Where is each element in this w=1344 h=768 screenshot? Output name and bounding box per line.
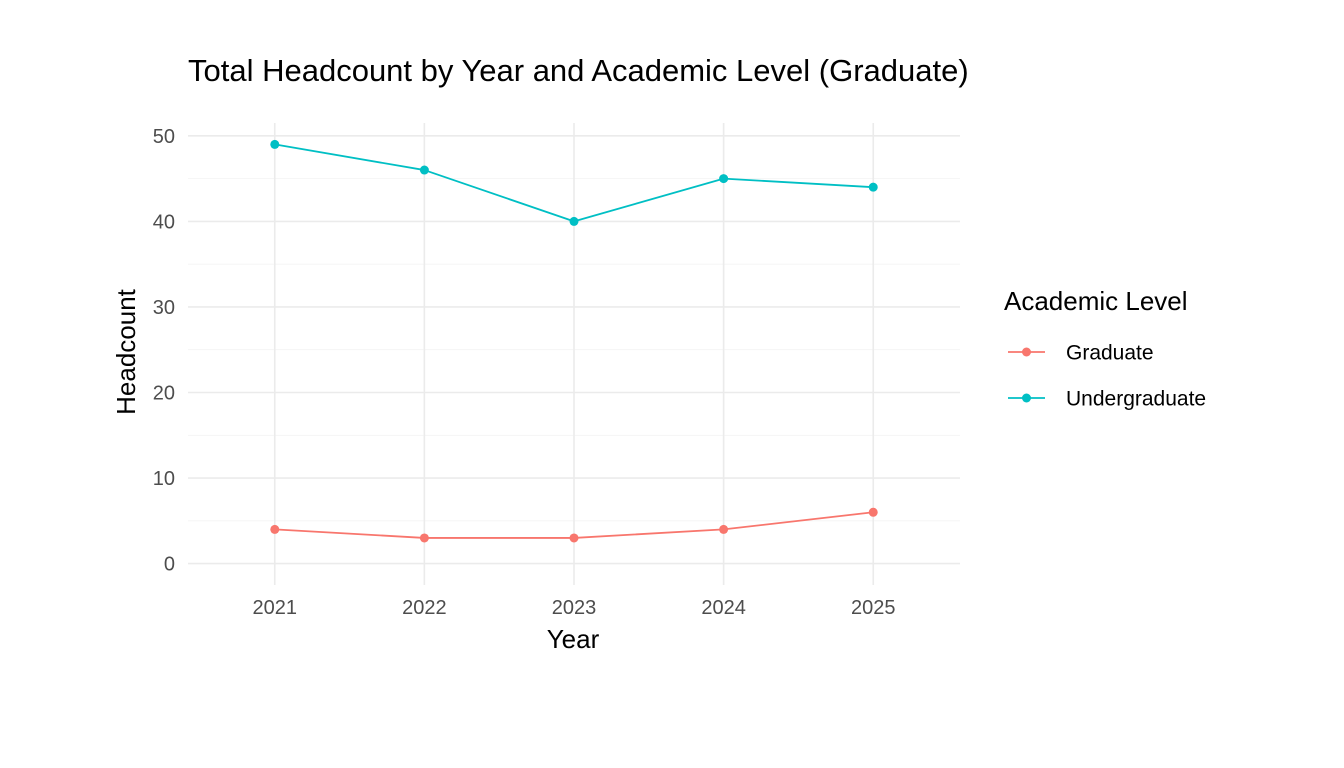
data-point-graduate <box>419 533 429 543</box>
data-point-undergraduate <box>719 174 729 184</box>
x-axis-title: Year <box>547 624 600 654</box>
legend-title: Academic Level <box>1004 286 1188 316</box>
data-point-graduate <box>719 524 729 534</box>
x-tick-label: 2025 <box>851 597 896 619</box>
plot-panel <box>188 123 960 585</box>
data-point-graduate <box>868 507 878 517</box>
x-tick-label: 2022 <box>402 597 447 619</box>
legend-key-dot <box>1022 347 1031 357</box>
series-undergraduate <box>270 139 878 226</box>
legend-label-undergraduate: Undergraduate <box>1066 388 1206 411</box>
y-axis-title: Headcount <box>111 288 141 415</box>
x-tick-label: 2021 <box>253 597 298 619</box>
x-axis-tick-labels: 2021 2022 2023 2024 2025 <box>253 597 896 619</box>
data-point-undergraduate <box>569 216 579 226</box>
legend-item-undergraduate: Undergraduate <box>1008 388 1206 411</box>
data-point-undergraduate <box>270 139 280 149</box>
data-point-graduate <box>270 524 280 534</box>
legend: Academic Level Graduate Undergraduate <box>1004 286 1206 411</box>
x-tick-label: 2023 <box>552 597 597 619</box>
y-axis-tick-labels: 0 10 20 30 40 50 <box>153 126 175 576</box>
series-graduate <box>270 507 878 543</box>
data-point-undergraduate <box>419 165 429 175</box>
y-tick-label: 20 <box>153 383 175 405</box>
y-tick-label: 50 <box>153 126 175 148</box>
data-point-undergraduate <box>868 182 878 192</box>
legend-label-graduate: Graduate <box>1066 342 1154 365</box>
chart-title: Total Headcount by Year and Academic Lev… <box>188 53 969 88</box>
y-tick-label: 10 <box>153 468 175 490</box>
series-layer <box>270 139 878 543</box>
data-point-graduate <box>569 533 579 543</box>
y-tick-label: 30 <box>153 297 175 319</box>
major-gridlines <box>188 123 960 585</box>
legend-key-dot <box>1022 393 1031 403</box>
y-tick-label: 0 <box>164 554 175 576</box>
y-tick-label: 40 <box>153 211 175 233</box>
x-tick-label: 2024 <box>701 597 746 619</box>
legend-item-graduate: Graduate <box>1008 342 1154 365</box>
